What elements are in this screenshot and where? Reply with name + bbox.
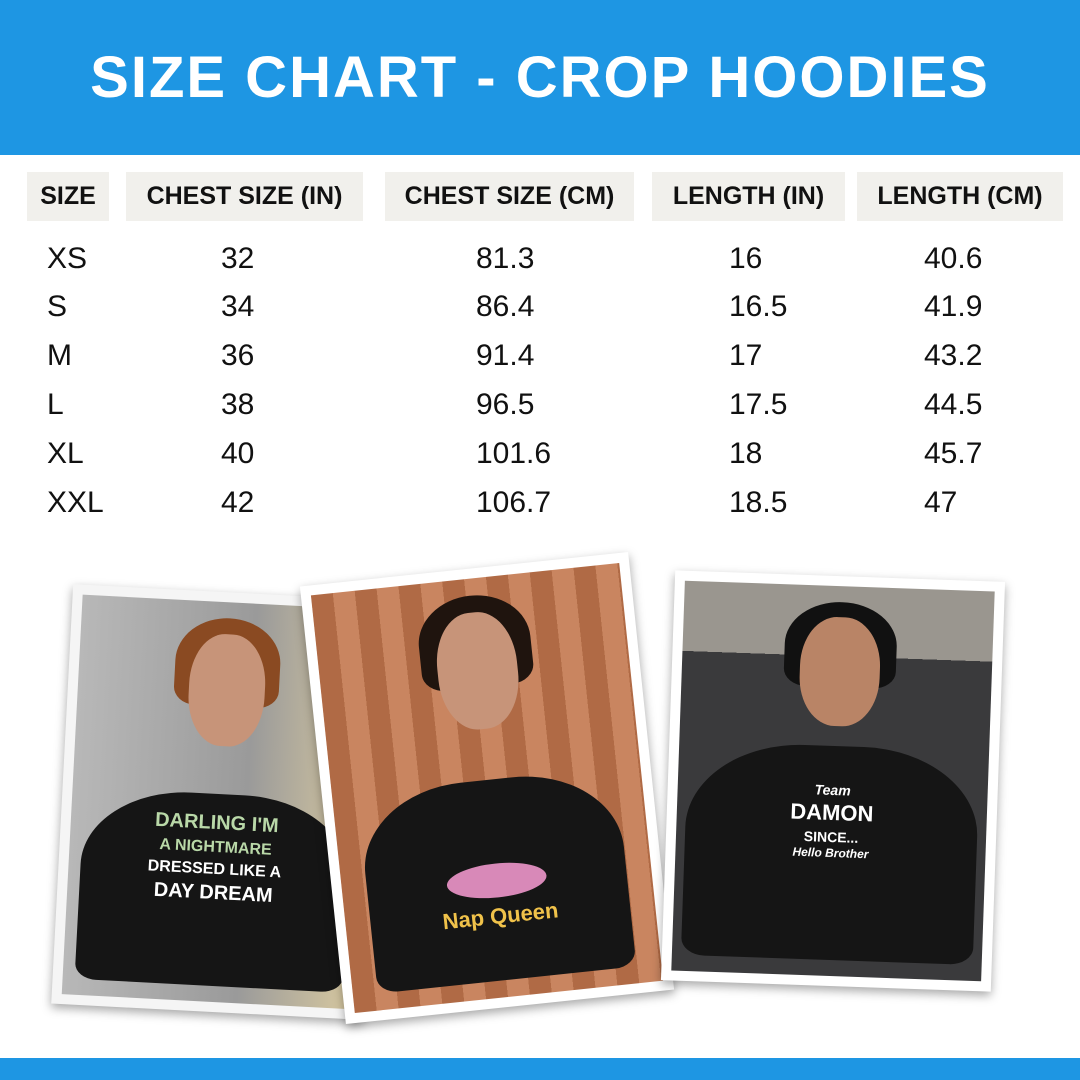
table-cell: 40 <box>221 437 255 470</box>
table-cell: 101.6 <box>476 437 552 470</box>
table-cell: 42 <box>221 486 255 519</box>
table-cell: XXL <box>47 486 104 519</box>
table-cell: 86.4 <box>476 290 535 323</box>
title-banner: SIZE CHART - CROP HOODIES <box>0 0 1080 155</box>
table-cell: 16.5 <box>729 290 788 323</box>
table-cell: 16 <box>729 242 763 275</box>
table-cell: 17.5 <box>729 388 788 421</box>
table-cell: 47 <box>924 486 958 519</box>
table-cell: S <box>47 290 68 323</box>
table-cell: 41.9 <box>924 290 983 323</box>
photo-nap-queen-hoodie: Nap Queen <box>299 551 675 1025</box>
column-header: CHEST SIZE (CM) <box>385 172 634 221</box>
table-cell: 96.5 <box>476 388 535 421</box>
column-header: LENGTH (CM) <box>857 172 1063 221</box>
table-cell: 45.7 <box>924 437 983 470</box>
column-header: CHEST SIZE (IN) <box>126 172 363 221</box>
table-cell: M <box>47 339 72 372</box>
column-header: SIZE <box>27 172 109 221</box>
table-cell: 34 <box>221 290 255 323</box>
table-cell: 44.5 <box>924 388 983 421</box>
column-header: LENGTH (IN) <box>652 172 845 221</box>
table-cell: L <box>47 388 64 421</box>
table-cell: XS <box>47 242 88 275</box>
table-cell: 17 <box>729 339 763 372</box>
photo-team-damon-hoodie: Team DAMON SINCE... Hello Brother <box>660 570 1006 992</box>
table-cell: XL <box>47 437 84 470</box>
table-cell: 38 <box>221 388 255 421</box>
table-cell: 36 <box>221 339 255 372</box>
page-title: SIZE CHART - CROP HOODIES <box>90 45 990 110</box>
table-cell: 18 <box>729 437 763 470</box>
table-cell: 32 <box>221 242 255 275</box>
table-cell: 43.2 <box>924 339 983 372</box>
table-cell: 18.5 <box>729 486 788 519</box>
table-cell: 40.6 <box>924 242 983 275</box>
table-cell: 106.7 <box>476 486 552 519</box>
table-cell: 81.3 <box>476 242 535 275</box>
bottom-bar <box>0 1058 1080 1080</box>
table-cell: 91.4 <box>476 339 535 372</box>
